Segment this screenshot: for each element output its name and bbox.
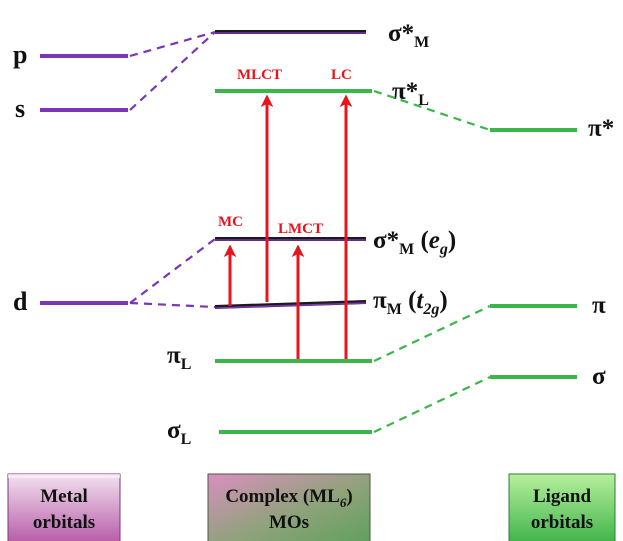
metal-p-label: p xyxy=(13,40,27,69)
ligand-sigma-label: σ xyxy=(592,363,606,390)
pi-star-link xyxy=(373,89,491,132)
complex-mos-box: Complex (ML6) MOs xyxy=(207,473,371,541)
lc-label: LC xyxy=(331,67,352,83)
ligand-pi-star-label: π* xyxy=(588,115,614,142)
sigma-star-m-eg-label: σ*M (eg) xyxy=(373,227,456,258)
ligand-box-line1: Ligand xyxy=(533,486,592,507)
pi-l-label: πL xyxy=(167,342,191,373)
transition-labels: MC MLCT LMCT LC xyxy=(218,67,352,237)
transition-arrows xyxy=(223,94,353,359)
ligand-correlation-lines xyxy=(373,89,491,433)
sigma-l-label: σL xyxy=(167,417,191,448)
metal-box-line1: Metal xyxy=(40,486,87,507)
mlct-label: MLCT xyxy=(237,67,282,83)
ligand-orbitals-box: Ligand orbitals xyxy=(508,473,616,541)
d-to-sigma-star-eg-link xyxy=(129,238,216,304)
lmct-label: LMCT xyxy=(278,221,323,237)
ligand-pi-label: π xyxy=(592,292,606,319)
pi-m-t2g-label: πM (t2g) xyxy=(373,287,448,318)
complex-level-labels: σ*M π*L σ*M (eg) πM (t2g) πL σL xyxy=(167,20,456,448)
pi-link xyxy=(373,305,491,362)
metal-orbitals-box: Metal orbitals xyxy=(7,473,121,541)
sigma-star-m-label: σ*M xyxy=(388,20,429,51)
s-to-sigma-star-link xyxy=(129,31,216,111)
complex-box-line1: Complex (ML6) xyxy=(225,486,352,510)
ligand-orbitals: π* π σ xyxy=(490,115,614,390)
complex-box-line2: MOs xyxy=(269,512,309,533)
metal-d-label: d xyxy=(13,287,28,316)
pi-m-t2g-level xyxy=(214,300,367,309)
mc-label: MC xyxy=(218,214,243,230)
metal-box-line2: orbitals xyxy=(33,512,95,533)
sigma-link xyxy=(373,376,491,433)
ligand-box-line2: orbitals xyxy=(531,512,593,533)
metal-correlation-lines xyxy=(129,30,216,309)
complex-levels xyxy=(214,30,372,434)
metal-s-label: s xyxy=(15,94,25,123)
d-to-pi-m-link xyxy=(129,301,216,309)
pi-star-l-label: π*L xyxy=(392,78,429,109)
metal-orbitals: p s d xyxy=(13,40,128,316)
p-to-sigma-star-link xyxy=(129,30,216,58)
